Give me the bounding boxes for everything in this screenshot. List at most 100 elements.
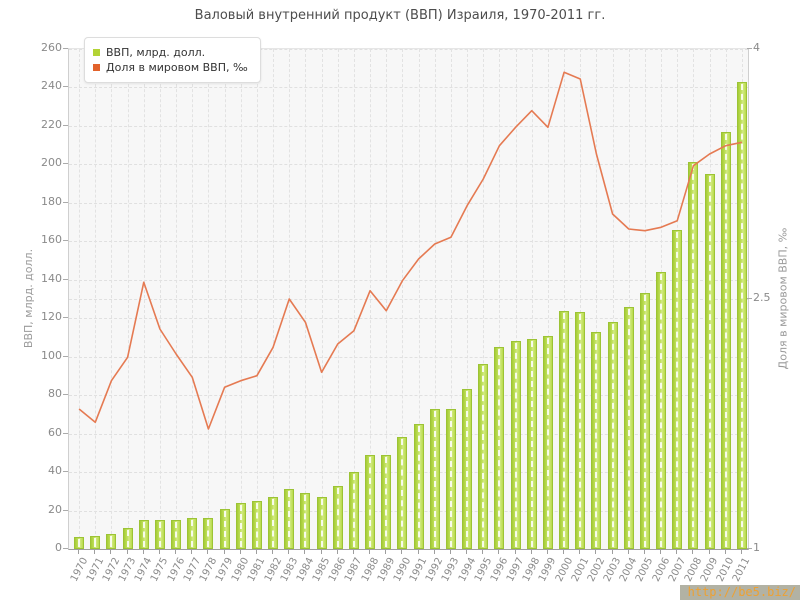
- right-tickmark: [747, 298, 752, 299]
- h-gridline: [69, 164, 748, 166]
- v-gridline: [273, 49, 275, 549]
- bar-1988: [365, 454, 376, 549]
- bottom-tickmark: [369, 549, 371, 554]
- v-gridline: [79, 49, 81, 549]
- bar-1975: [154, 520, 165, 549]
- x-axis-labels: 1970 1971 1972 1973 1974 1975 1976 1977 1978 1979…: [68, 554, 753, 594]
- bottom-tickmark: [320, 549, 322, 554]
- left-tickmark: [63, 201, 68, 203]
- bar-1987: [348, 472, 359, 549]
- h-gridline: [69, 395, 748, 397]
- bottom-tickmark: [158, 549, 160, 554]
- bar-1981: [251, 500, 262, 549]
- bottom-tickmark: [352, 549, 354, 554]
- bottom-tickmark: [579, 549, 581, 554]
- bottom-tickmark: [207, 549, 209, 554]
- bar-1971: [90, 535, 101, 549]
- bar-2001: [575, 312, 586, 549]
- watermark-link[interactable]: http://be5.biz/: [679, 585, 800, 600]
- bar-2010: [720, 131, 731, 549]
- bottom-tickmark: [546, 549, 548, 554]
- right-tickmark: [747, 548, 752, 549]
- right-tick-label: 2.5: [753, 291, 771, 304]
- bar-1992: [429, 408, 440, 549]
- bottom-tickmark: [191, 549, 193, 554]
- bottom-tickmark: [595, 549, 597, 554]
- h-gridline: [69, 202, 748, 204]
- share-line-layer: [78, 71, 743, 430]
- v-gridline: [370, 49, 372, 549]
- bar-1983: [284, 489, 295, 549]
- legend-item-gdp[interactable]: ВВП, млрд. долл.: [93, 46, 248, 59]
- bottom-tickmark: [482, 549, 484, 554]
- bottom-tickmark: [78, 549, 80, 554]
- bar-2006: [656, 272, 667, 549]
- bar-1998: [526, 339, 537, 549]
- v-gridline: [143, 49, 145, 549]
- v-gridline: [628, 49, 630, 549]
- chart-title: Валовый внутренний продукт (ВВП) Израиля…: [194, 8, 606, 23]
- v-gridline: [240, 49, 242, 549]
- bottom-tickmark: [110, 549, 112, 554]
- left-axis-title: ВВП, млрд. долл.: [21, 248, 35, 348]
- bottom-tickmark: [126, 549, 128, 554]
- bar-1993: [445, 408, 456, 549]
- bottom-tickmark: [643, 549, 645, 554]
- bar-1986: [332, 485, 343, 549]
- bar-1999: [542, 335, 553, 549]
- bottom-tickmark: [514, 549, 516, 554]
- bottom-tickmark: [385, 549, 387, 554]
- bar-1980: [235, 502, 246, 549]
- bottom-tickmark: [304, 549, 306, 554]
- bar-1974: [138, 520, 149, 549]
- bar-1997: [510, 341, 521, 549]
- v-gridline: [596, 49, 598, 549]
- right-tick-label: 1: [753, 541, 760, 554]
- left-tickmark: [63, 48, 68, 49]
- bar-2003: [607, 322, 618, 549]
- bottom-tickmark: [255, 549, 257, 554]
- bottom-tickmark: [530, 549, 532, 554]
- legend: ВВП, млрд. долл. Доля в мировом ВВП, ‰: [84, 37, 261, 83]
- h-gridline: [69, 241, 748, 243]
- bar-2009: [704, 174, 715, 549]
- bar-1985: [316, 497, 327, 549]
- h-gridline: [69, 49, 748, 50]
- bottom-tickmark: [142, 549, 144, 554]
- bar-1978: [203, 518, 214, 549]
- v-gridline: [208, 49, 210, 549]
- v-gridline: [127, 49, 129, 549]
- left-tick-label: 0: [55, 541, 62, 554]
- left-tick-label: 140: [41, 271, 62, 285]
- bottom-tickmark: [676, 549, 678, 554]
- legend-item-share[interactable]: Доля в мировом ВВП, ‰: [93, 61, 248, 74]
- bar-2008: [688, 162, 699, 549]
- bottom-tickmark: [223, 549, 225, 554]
- v-gridline: [337, 49, 339, 549]
- bottom-tickmark: [417, 549, 419, 554]
- bottom-tickmark: [175, 549, 177, 554]
- h-gridline: [69, 87, 748, 89]
- bar-1977: [187, 518, 198, 549]
- bottom-tickmark: [94, 549, 96, 554]
- left-tickmark: [63, 240, 68, 242]
- left-tick-label: 20: [48, 502, 62, 516]
- bar-1989: [381, 454, 392, 549]
- left-tick-label: 240: [41, 79, 62, 93]
- bar-1970: [74, 537, 85, 549]
- v-gridline: [111, 49, 113, 549]
- left-tick-label: 200: [41, 156, 62, 170]
- bottom-tickmark: [401, 549, 403, 554]
- v-gridline: [499, 49, 501, 549]
- bottom-tickmark: [498, 549, 500, 554]
- bar-2004: [623, 306, 634, 549]
- left-tick-label: 100: [41, 348, 62, 362]
- v-gridline: [467, 49, 469, 549]
- bar-2007: [672, 229, 683, 549]
- bar-1973: [122, 527, 133, 549]
- bar-1976: [171, 520, 182, 549]
- bottom-tickmark: [239, 549, 241, 554]
- left-tickmark: [63, 355, 68, 357]
- bar-1995: [478, 364, 489, 549]
